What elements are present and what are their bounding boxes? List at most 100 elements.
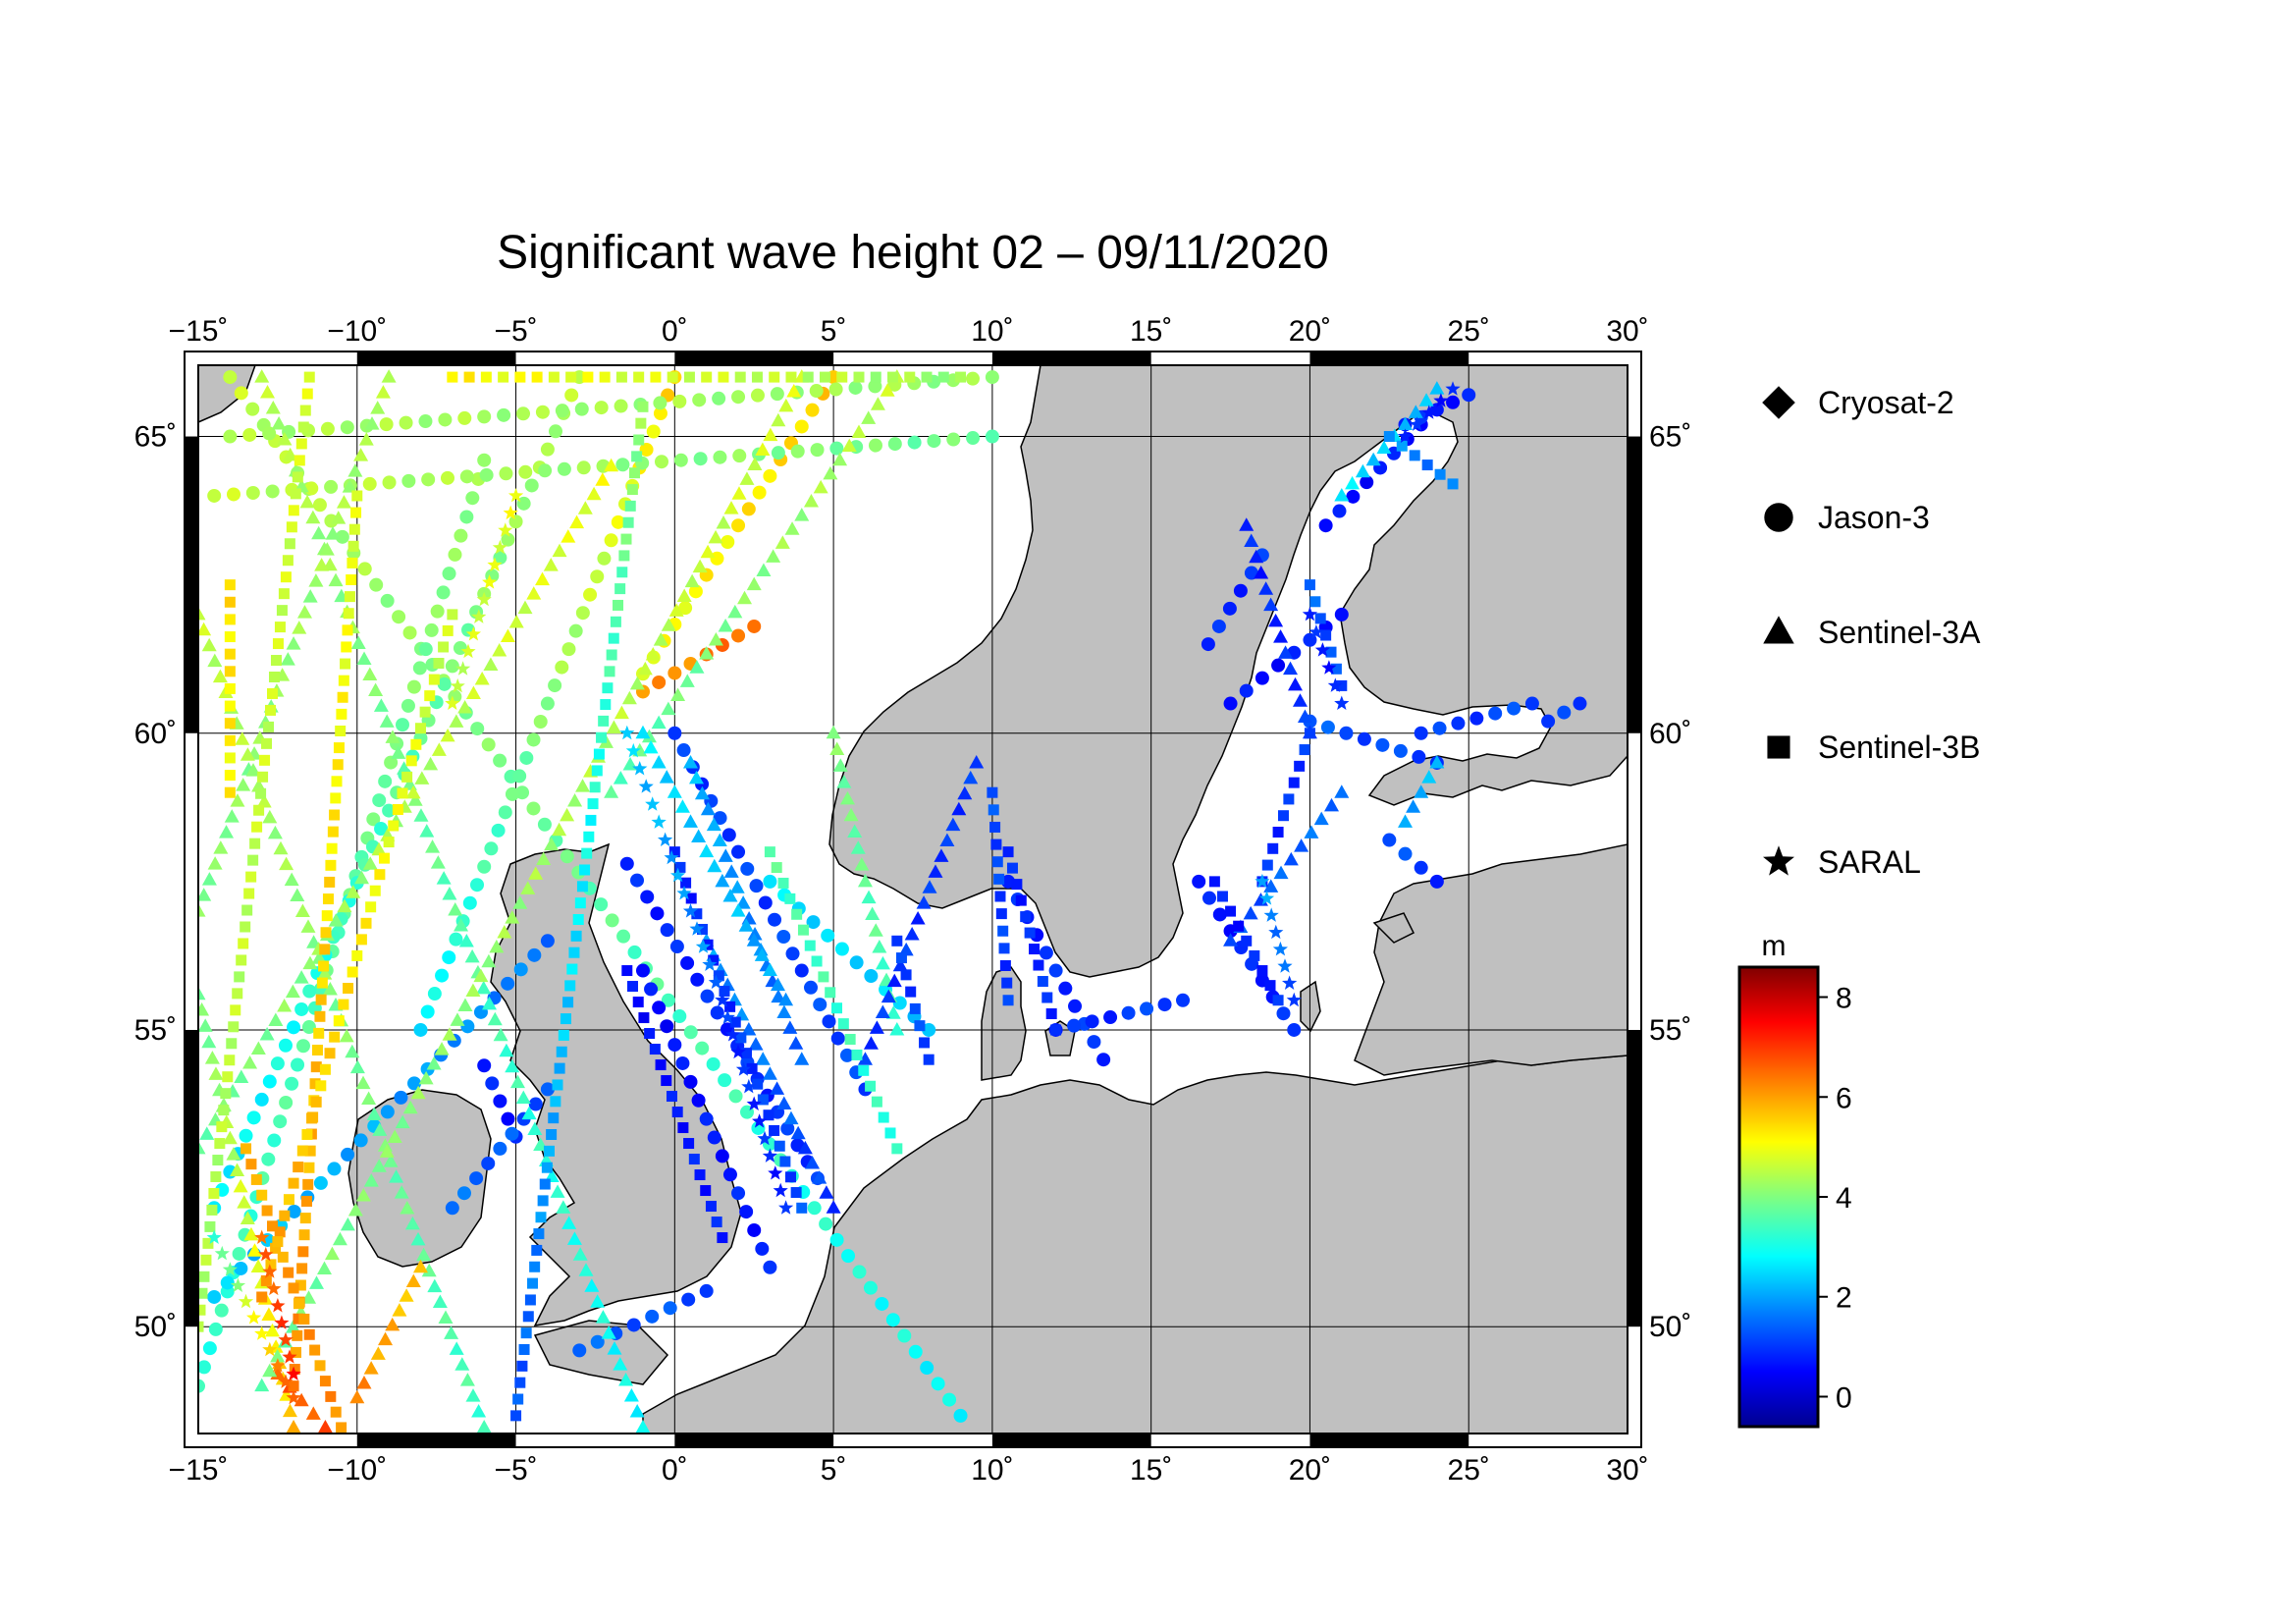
saral-marker [651,814,667,829]
frame-bar-top [674,352,834,365]
sentinel3a-marker [250,1041,266,1055]
jason3-marker [265,484,280,499]
sentinel3b-marker [620,533,632,545]
sentinel3a-marker [881,989,896,1003]
sentinel3a-marker [526,586,542,600]
jason3-marker [484,841,499,856]
sentinel3b-marker [1336,679,1348,691]
sentinel3a-marker [473,968,489,983]
sentinel3a-marker [474,671,490,685]
sentinel3b-marker [241,904,253,916]
sentinel3a-marker [812,1170,828,1184]
sentinel3a-marker [641,729,657,743]
sentinel3a-marker [302,955,318,970]
sentinel3b-marker [224,752,236,764]
sentinel3a-marker [442,1027,457,1041]
jason3-marker [335,529,349,544]
lat-tick-label-right: 60˚ [1649,718,1691,750]
sentinel3b-marker [1267,842,1279,854]
sentinel3b-marker [310,1061,322,1073]
sentinel3b-marker [256,1291,268,1303]
sentinel3b-marker [255,787,267,799]
sentinel3a-marker [763,427,778,442]
sentinel3a-marker [688,770,704,784]
sentinel3a-marker [387,1129,402,1143]
jason3-marker [407,1076,422,1091]
jason3-marker [493,753,507,768]
sentinel3b-marker [1421,460,1433,471]
jason3-marker [1201,637,1215,652]
lon-tick-label-top: 30˚ [1606,315,1648,348]
jason3-marker [301,1020,316,1035]
sentinel3a-marker [421,1263,437,1277]
sentinel3b-marker [694,1169,706,1181]
sentinel3b-marker [585,814,597,826]
sentinel3b-marker [266,687,278,699]
jason3-marker [590,569,605,584]
lon-tick-label-top: 0˚ [662,315,688,348]
sentinel3a-marker [487,1011,503,1026]
sentinel3a-marker [471,1404,487,1418]
sentinel3a-marker [349,1059,365,1074]
sentinel3a-marker [449,714,464,728]
sentinel3b-marker [804,940,816,951]
sentinel3b-marker [198,1287,208,1299]
jason3-marker [863,1280,878,1295]
jason3-marker [887,437,902,452]
sentinel3b-marker [313,1027,325,1039]
sentinel3a-marker [358,432,374,446]
lon-tick-label-top: 10˚ [971,315,1013,348]
sentinel3b-marker [568,947,580,958]
sentinel3b-marker [764,846,775,858]
jason3-marker [1085,1014,1099,1029]
sentinel3a-marker [404,1216,420,1230]
lon-tick-label-bottom: −5˚ [494,1454,537,1487]
sentinel3b-marker [713,970,724,982]
sentinel3b-marker [779,1156,791,1167]
sentinel3b-marker [796,1202,808,1214]
sentinel3a-marker [505,1058,520,1073]
sentinel3a-marker [737,590,753,605]
sentinel3a-marker [425,839,441,853]
sentinel3a-marker [741,1021,757,1036]
jason3-marker [1318,518,1333,533]
jason3-marker [965,371,980,386]
jason3-marker [384,755,399,770]
saral-marker [689,921,705,936]
jason3-marker [557,461,571,476]
sentinel3a-marker [1223,933,1239,947]
sentinel3b-marker [401,771,413,783]
jason3-marker [908,1344,923,1359]
jason3-marker [1429,403,1444,417]
sentinel3b-marker [321,910,333,922]
jason3-marker [435,968,450,983]
sentinel3a-marker [1268,613,1284,627]
jason3-marker [616,929,631,944]
sentinel3b-marker [1050,1024,1062,1036]
jason3-marker [374,821,389,836]
jason3-marker [1429,874,1444,889]
sentinel3b-marker [243,888,255,899]
sentinel3a-marker [262,809,278,824]
sentinel3a-marker [637,661,653,676]
jason3-marker [382,803,397,818]
sentinel3b-marker [650,371,662,383]
jason3-marker [445,1201,459,1216]
sentinel3b-marker [734,371,746,383]
sentinel3a-marker [342,479,357,493]
sentinel3b-marker [299,405,311,416]
jason3-marker [750,388,765,403]
jason3-marker [710,1005,724,1020]
jason3-marker [399,415,413,430]
sentinel3b-marker [280,571,292,583]
sentinel3b-marker [309,1344,321,1356]
jason3-marker [848,380,863,395]
saral-marker [471,609,487,623]
jason3-marker [481,737,496,752]
sentinel3b-marker [600,699,612,711]
legend-label: Sentinel-3B [1818,730,1980,765]
sentinel3b-marker [224,734,236,746]
sentinel3b-marker [865,1080,877,1092]
sentinel3a-marker [586,486,602,501]
sentinel3a-marker [356,651,372,666]
